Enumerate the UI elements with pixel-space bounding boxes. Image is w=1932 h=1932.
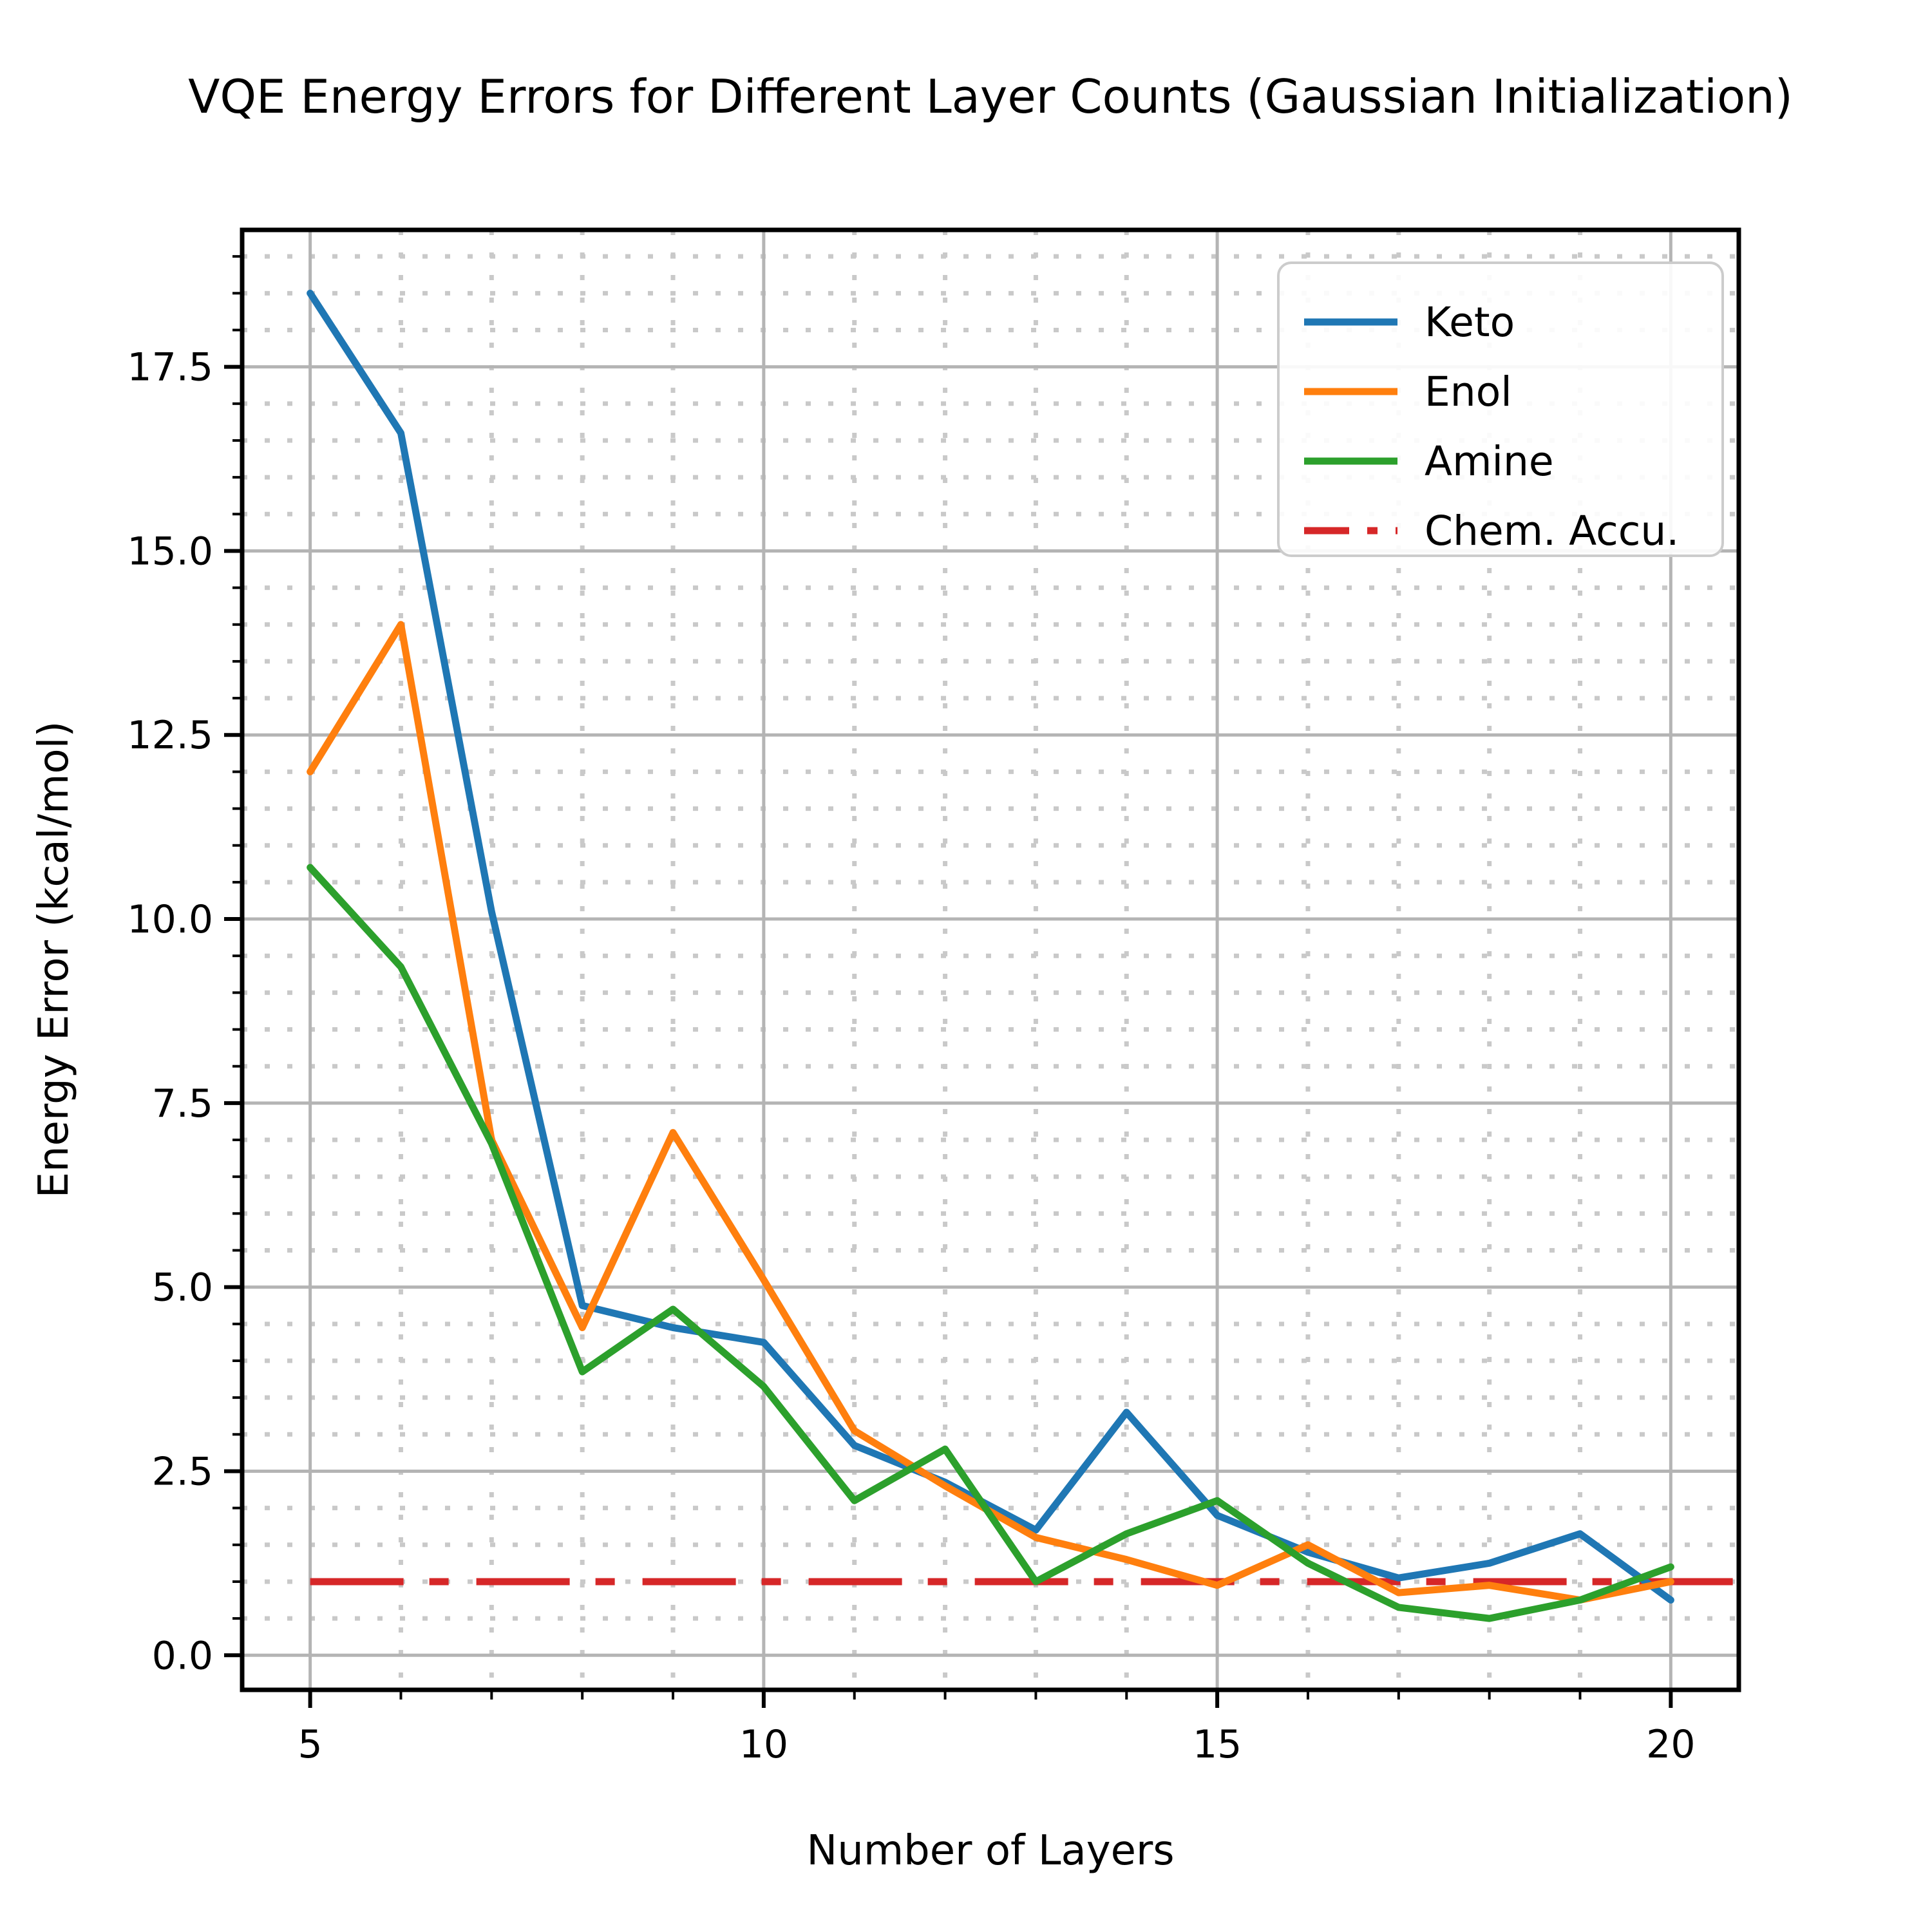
y-tick-label: 15.0 <box>127 529 213 574</box>
legend: Keto Enol Amine Chem. Accu. <box>1277 261 1724 557</box>
legend-label-enol: Enol <box>1425 368 1512 415</box>
y-tick-label: 12.5 <box>127 713 213 758</box>
x-tick-label: 15 <box>1193 1722 1242 1767</box>
x-tick-label: 20 <box>1646 1722 1695 1767</box>
chart-title: VQE Energy Errors for Different Layer Co… <box>188 70 1793 124</box>
legend-box <box>1277 261 1724 557</box>
y-tick-label: 7.5 <box>152 1081 213 1126</box>
x-axis-label: Number of Layers <box>806 1827 1174 1875</box>
y-tick-label: 2.5 <box>152 1449 213 1494</box>
y-tick-label: 10.0 <box>127 897 213 942</box>
series-line-amine <box>307 864 1674 1622</box>
tick-labels: 5 10 15 20 0.0 2.5 5.0 7.5 10.0 12.5 15.0 17.5 <box>127 345 1695 1767</box>
y-tick-label: 17.5 <box>127 345 213 390</box>
x-tick-label: 5 <box>298 1722 323 1767</box>
y-axis-label: Energy Error (kcal/mol) <box>30 721 78 1198</box>
series-line-keto <box>307 289 1674 1604</box>
x-tick-label: 10 <box>739 1722 788 1767</box>
y-tick-label: 5.0 <box>152 1265 213 1311</box>
minor-gridlines <box>242 230 1739 1690</box>
plot-area-frame <box>240 227 1741 1692</box>
data-series-lines <box>307 289 1674 1622</box>
legend-label-keto: Keto <box>1425 299 1515 346</box>
legend-label-chem-accu-: Chem. Accu. <box>1425 507 1679 554</box>
legend-label-amine: Amine <box>1425 438 1554 485</box>
y-tick-label: 0.0 <box>152 1633 213 1678</box>
